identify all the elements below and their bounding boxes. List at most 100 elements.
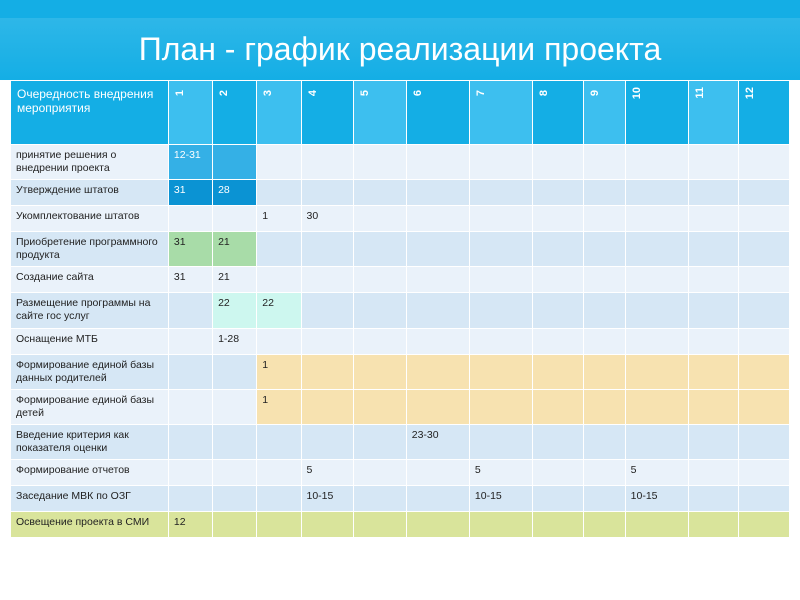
cell [583, 389, 625, 424]
cell: 12-31 [168, 144, 212, 179]
cell [533, 486, 584, 512]
cell [406, 267, 469, 293]
cell [688, 328, 739, 354]
cell [625, 144, 688, 179]
gantt-table: Очередность внедрения мероприятия1234567… [10, 80, 790, 538]
cell [688, 354, 739, 389]
month-header-9: 9 [583, 81, 625, 145]
table-row: Утверждение штатов3128 [11, 180, 790, 206]
table-row: Размещение программы на сайте гос услуг2… [11, 293, 790, 328]
cell: 10-15 [469, 486, 532, 512]
cell [739, 512, 790, 538]
cell: 22 [213, 293, 257, 328]
cell [354, 460, 407, 486]
cell [354, 206, 407, 232]
table-row: принятие решения о внедрении проекта12-3… [11, 144, 790, 179]
cell [301, 267, 354, 293]
cell [533, 144, 584, 179]
cell [257, 232, 301, 267]
cell [354, 512, 407, 538]
cell: 21 [213, 232, 257, 267]
cell [406, 389, 469, 424]
cell [739, 425, 790, 460]
cell [213, 512, 257, 538]
cell [168, 354, 212, 389]
cell [301, 425, 354, 460]
row-label: Укомплектование штатов [11, 206, 169, 232]
cell [257, 267, 301, 293]
cell [583, 328, 625, 354]
cell: 12 [168, 512, 212, 538]
table-header-row: Очередность внедрения мероприятия1234567… [11, 81, 790, 145]
cell [739, 460, 790, 486]
cell [168, 206, 212, 232]
cell [625, 512, 688, 538]
cell [213, 206, 257, 232]
cell [301, 389, 354, 424]
cell [406, 180, 469, 206]
table-row: Заседание МВК по ОЗГ10-1510-1510-15 [11, 486, 790, 512]
table-row: Введение критерия как показателя оценки 2… [11, 425, 790, 460]
cell [406, 354, 469, 389]
cell: 30 [301, 206, 354, 232]
cell [406, 293, 469, 328]
cell [688, 486, 739, 512]
cell [469, 144, 532, 179]
cell [688, 144, 739, 179]
cell [469, 293, 532, 328]
month-header-8: 8 [533, 81, 584, 145]
row-label: Приобретение программного продукта [11, 232, 169, 267]
cell: 1 [257, 206, 301, 232]
row-label: Заседание МВК по ОЗГ [11, 486, 169, 512]
row-label: Оснащение МТБ [11, 328, 169, 354]
month-header-10: 10 [625, 81, 688, 145]
cell [533, 267, 584, 293]
cell: 31 [168, 180, 212, 206]
cell [688, 293, 739, 328]
cell [533, 425, 584, 460]
row-label: Введение критерия как показателя оценки [11, 425, 169, 460]
cell [688, 232, 739, 267]
cell [469, 354, 532, 389]
cell [354, 267, 407, 293]
cell [301, 328, 354, 354]
cell [168, 328, 212, 354]
row-label: Формирование единой базы данных родителе… [11, 354, 169, 389]
cell [533, 354, 584, 389]
cell: 23-30 [406, 425, 469, 460]
cell [533, 180, 584, 206]
cell [533, 293, 584, 328]
table-row: Формирование единой базы данных родителе… [11, 354, 790, 389]
cell [739, 206, 790, 232]
cell [739, 486, 790, 512]
cell [583, 354, 625, 389]
cell [739, 328, 790, 354]
cell: 5 [625, 460, 688, 486]
table-row: Приобретение программного продукта3121 [11, 232, 790, 267]
cell [625, 425, 688, 460]
month-header-7: 7 [469, 81, 532, 145]
cell [583, 144, 625, 179]
cell [406, 328, 469, 354]
cell [739, 354, 790, 389]
cell [301, 144, 354, 179]
cell [469, 425, 532, 460]
row-label: Формирование единой базы детей [11, 389, 169, 424]
cell [583, 232, 625, 267]
cell [168, 460, 212, 486]
row-label: Формирование отчетов [11, 460, 169, 486]
cell: 28 [213, 180, 257, 206]
cell [583, 206, 625, 232]
slide-title: План - график реализации проекта [0, 18, 800, 80]
cell [406, 144, 469, 179]
cell [213, 460, 257, 486]
cell [739, 180, 790, 206]
month-header-6: 6 [406, 81, 469, 145]
month-header-5: 5 [354, 81, 407, 145]
month-header-4: 4 [301, 81, 354, 145]
month-header-12: 12 [739, 81, 790, 145]
cell [625, 293, 688, 328]
cell [301, 354, 354, 389]
cell [739, 267, 790, 293]
cell [213, 354, 257, 389]
